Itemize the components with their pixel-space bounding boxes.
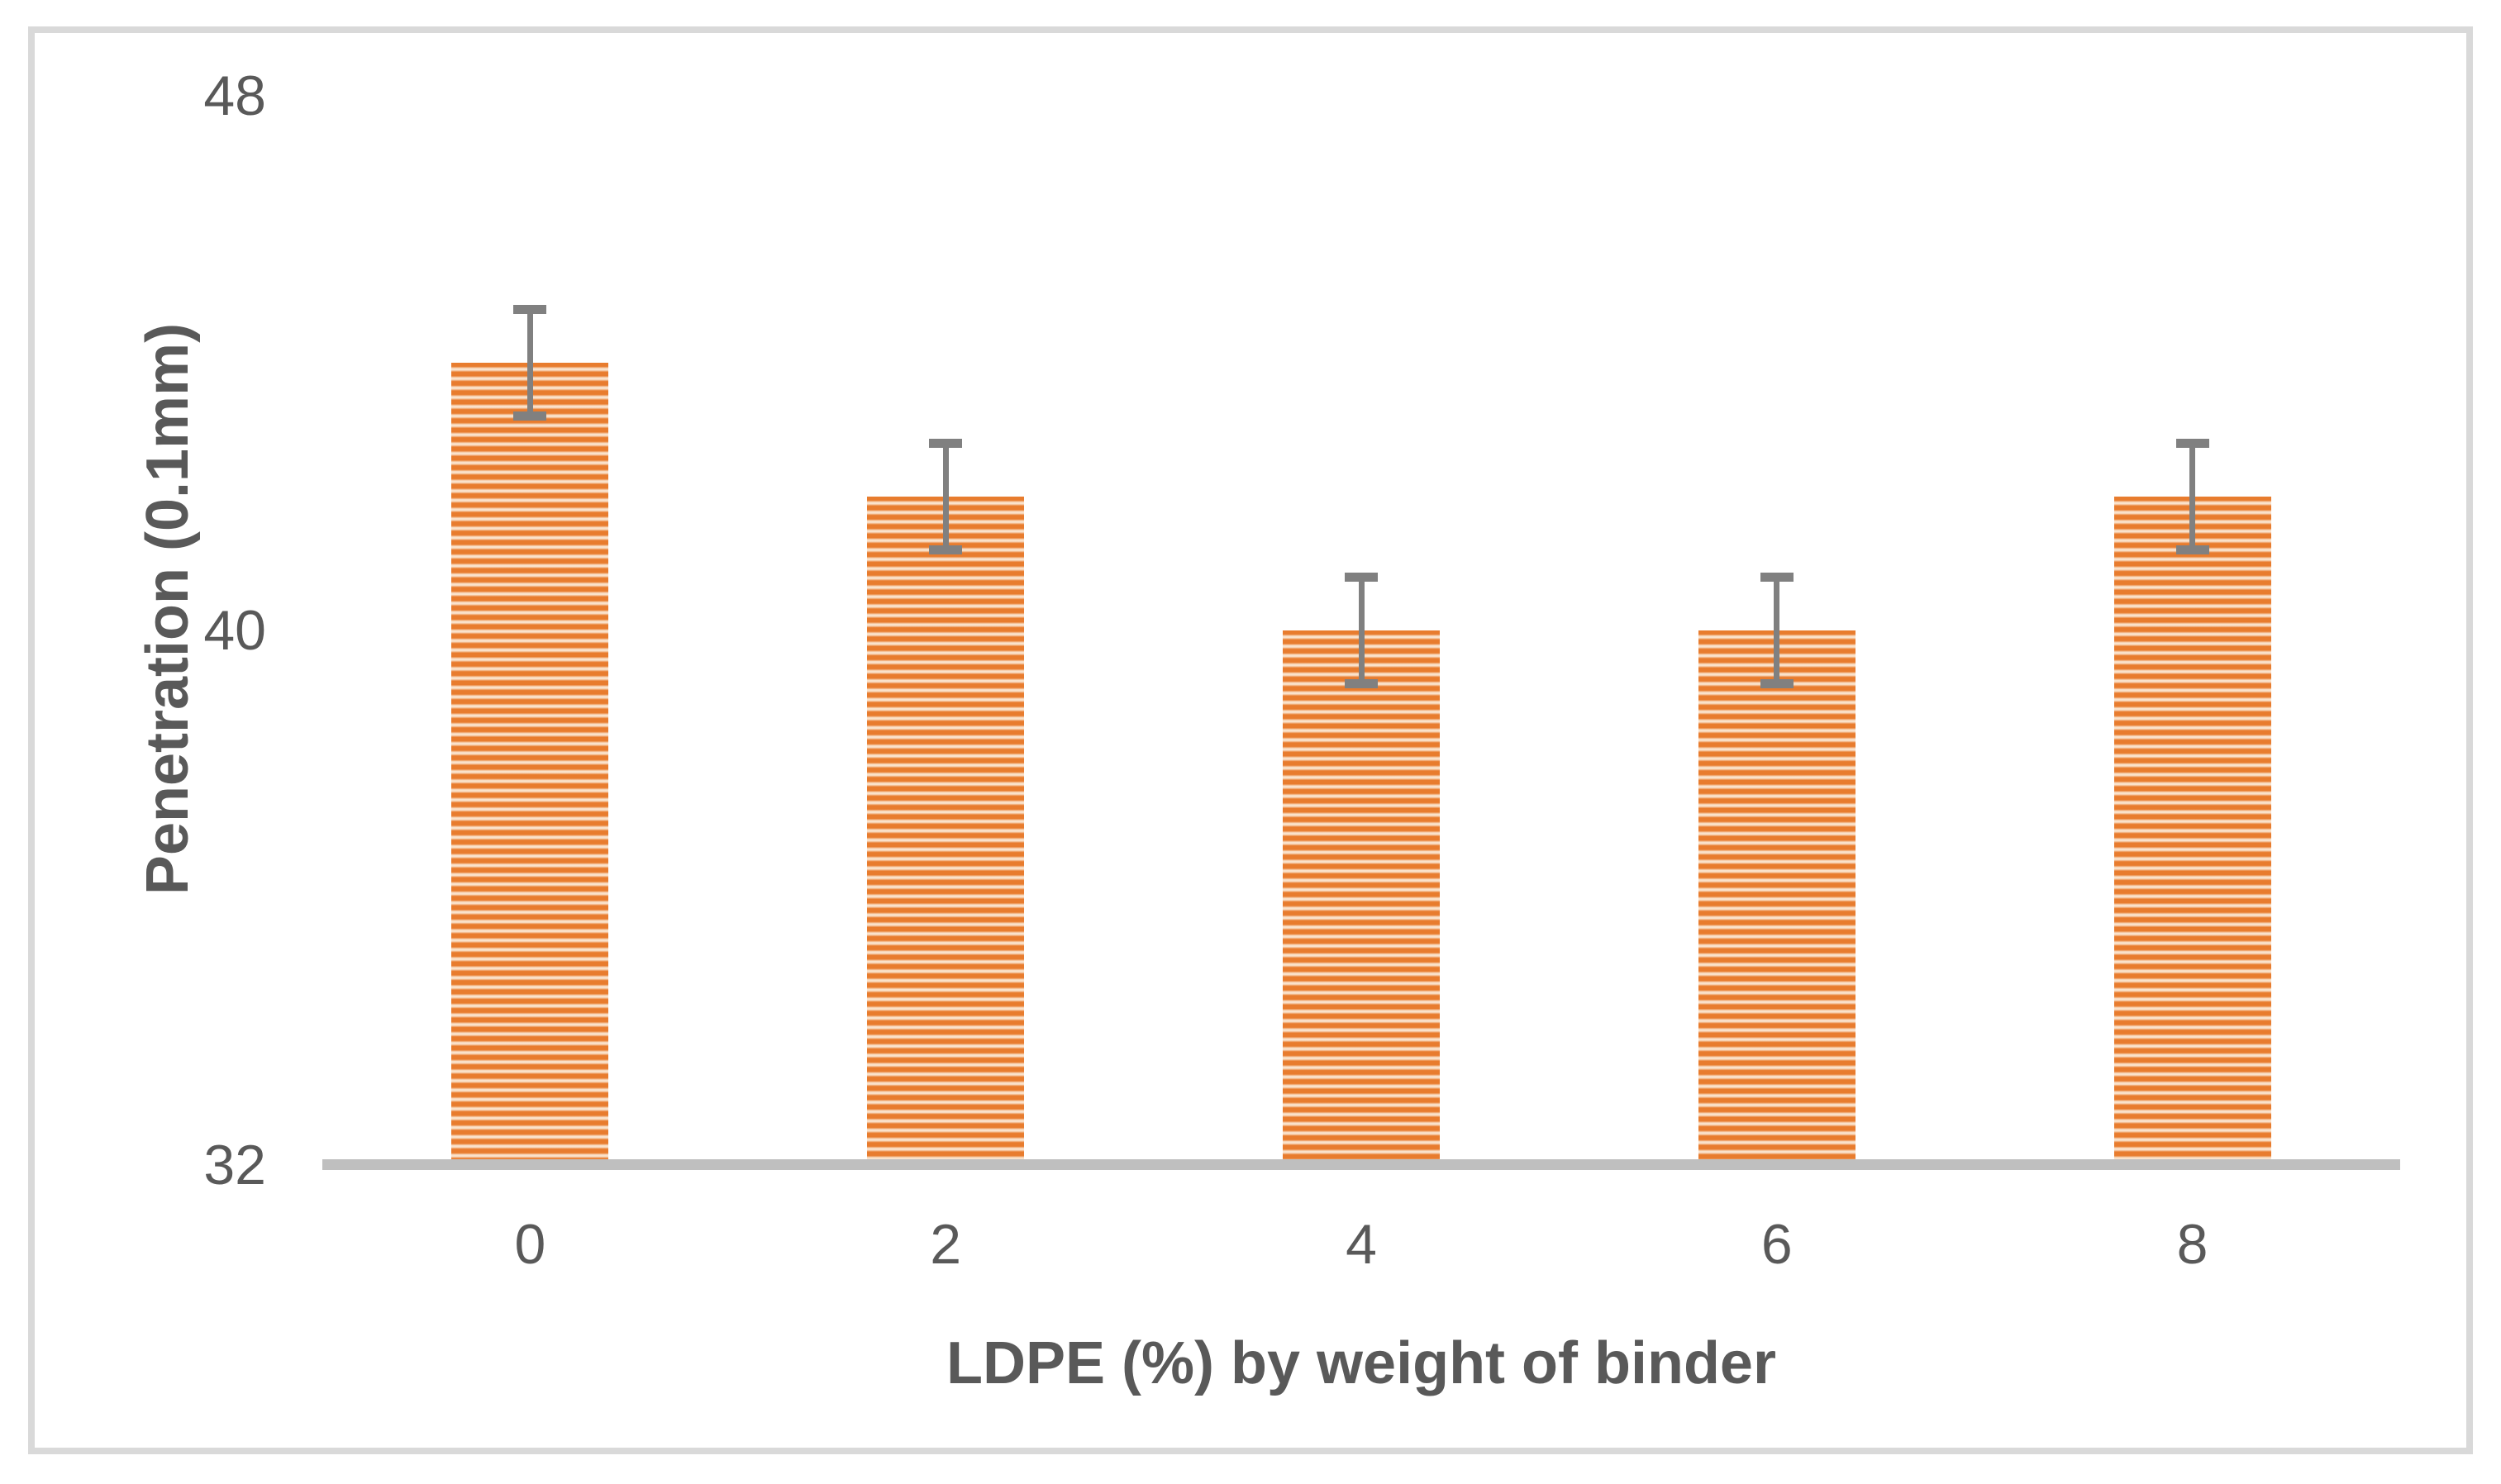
error-bar-stem [526, 309, 533, 416]
error-bar-stem [2189, 443, 2196, 550]
error-bar-cap [513, 304, 547, 314]
x-tick-label: 8 [2176, 1213, 2208, 1276]
bar [451, 363, 609, 1168]
x-tick-label: 4 [1346, 1213, 1377, 1276]
x-tick-label: 2 [930, 1213, 962, 1276]
bar [2113, 497, 2271, 1168]
x-axis-line [322, 1159, 2400, 1170]
error-bar-cap [513, 411, 547, 421]
x-tick-label: 6 [1760, 1213, 1793, 1276]
error-bar-stem [942, 443, 949, 550]
bar [1283, 630, 1440, 1168]
x-tick-label: 0 [514, 1213, 546, 1276]
error-bar-cap [929, 545, 963, 555]
chart-border [28, 26, 2473, 1454]
error-bar-cap [2175, 545, 2209, 555]
y-tick-label: 40 [203, 598, 266, 662]
error-bar-cap [1760, 572, 1794, 582]
y-tick-label: 32 [203, 1134, 266, 1196]
error-bar-stem [1358, 577, 1365, 684]
error-bar-stem [1774, 577, 1780, 684]
error-bar-cap [1345, 572, 1378, 582]
error-bar-cap [929, 438, 963, 448]
error-bar-cap [1760, 679, 1794, 689]
bar [1698, 630, 1856, 1168]
bar [867, 497, 1025, 1168]
y-tick-label: 48 [203, 64, 266, 127]
error-bar-cap [2175, 438, 2209, 448]
error-bar-cap [1345, 679, 1378, 689]
x-axis-title: LDPE (%) by weight of binder [946, 1330, 1776, 1396]
